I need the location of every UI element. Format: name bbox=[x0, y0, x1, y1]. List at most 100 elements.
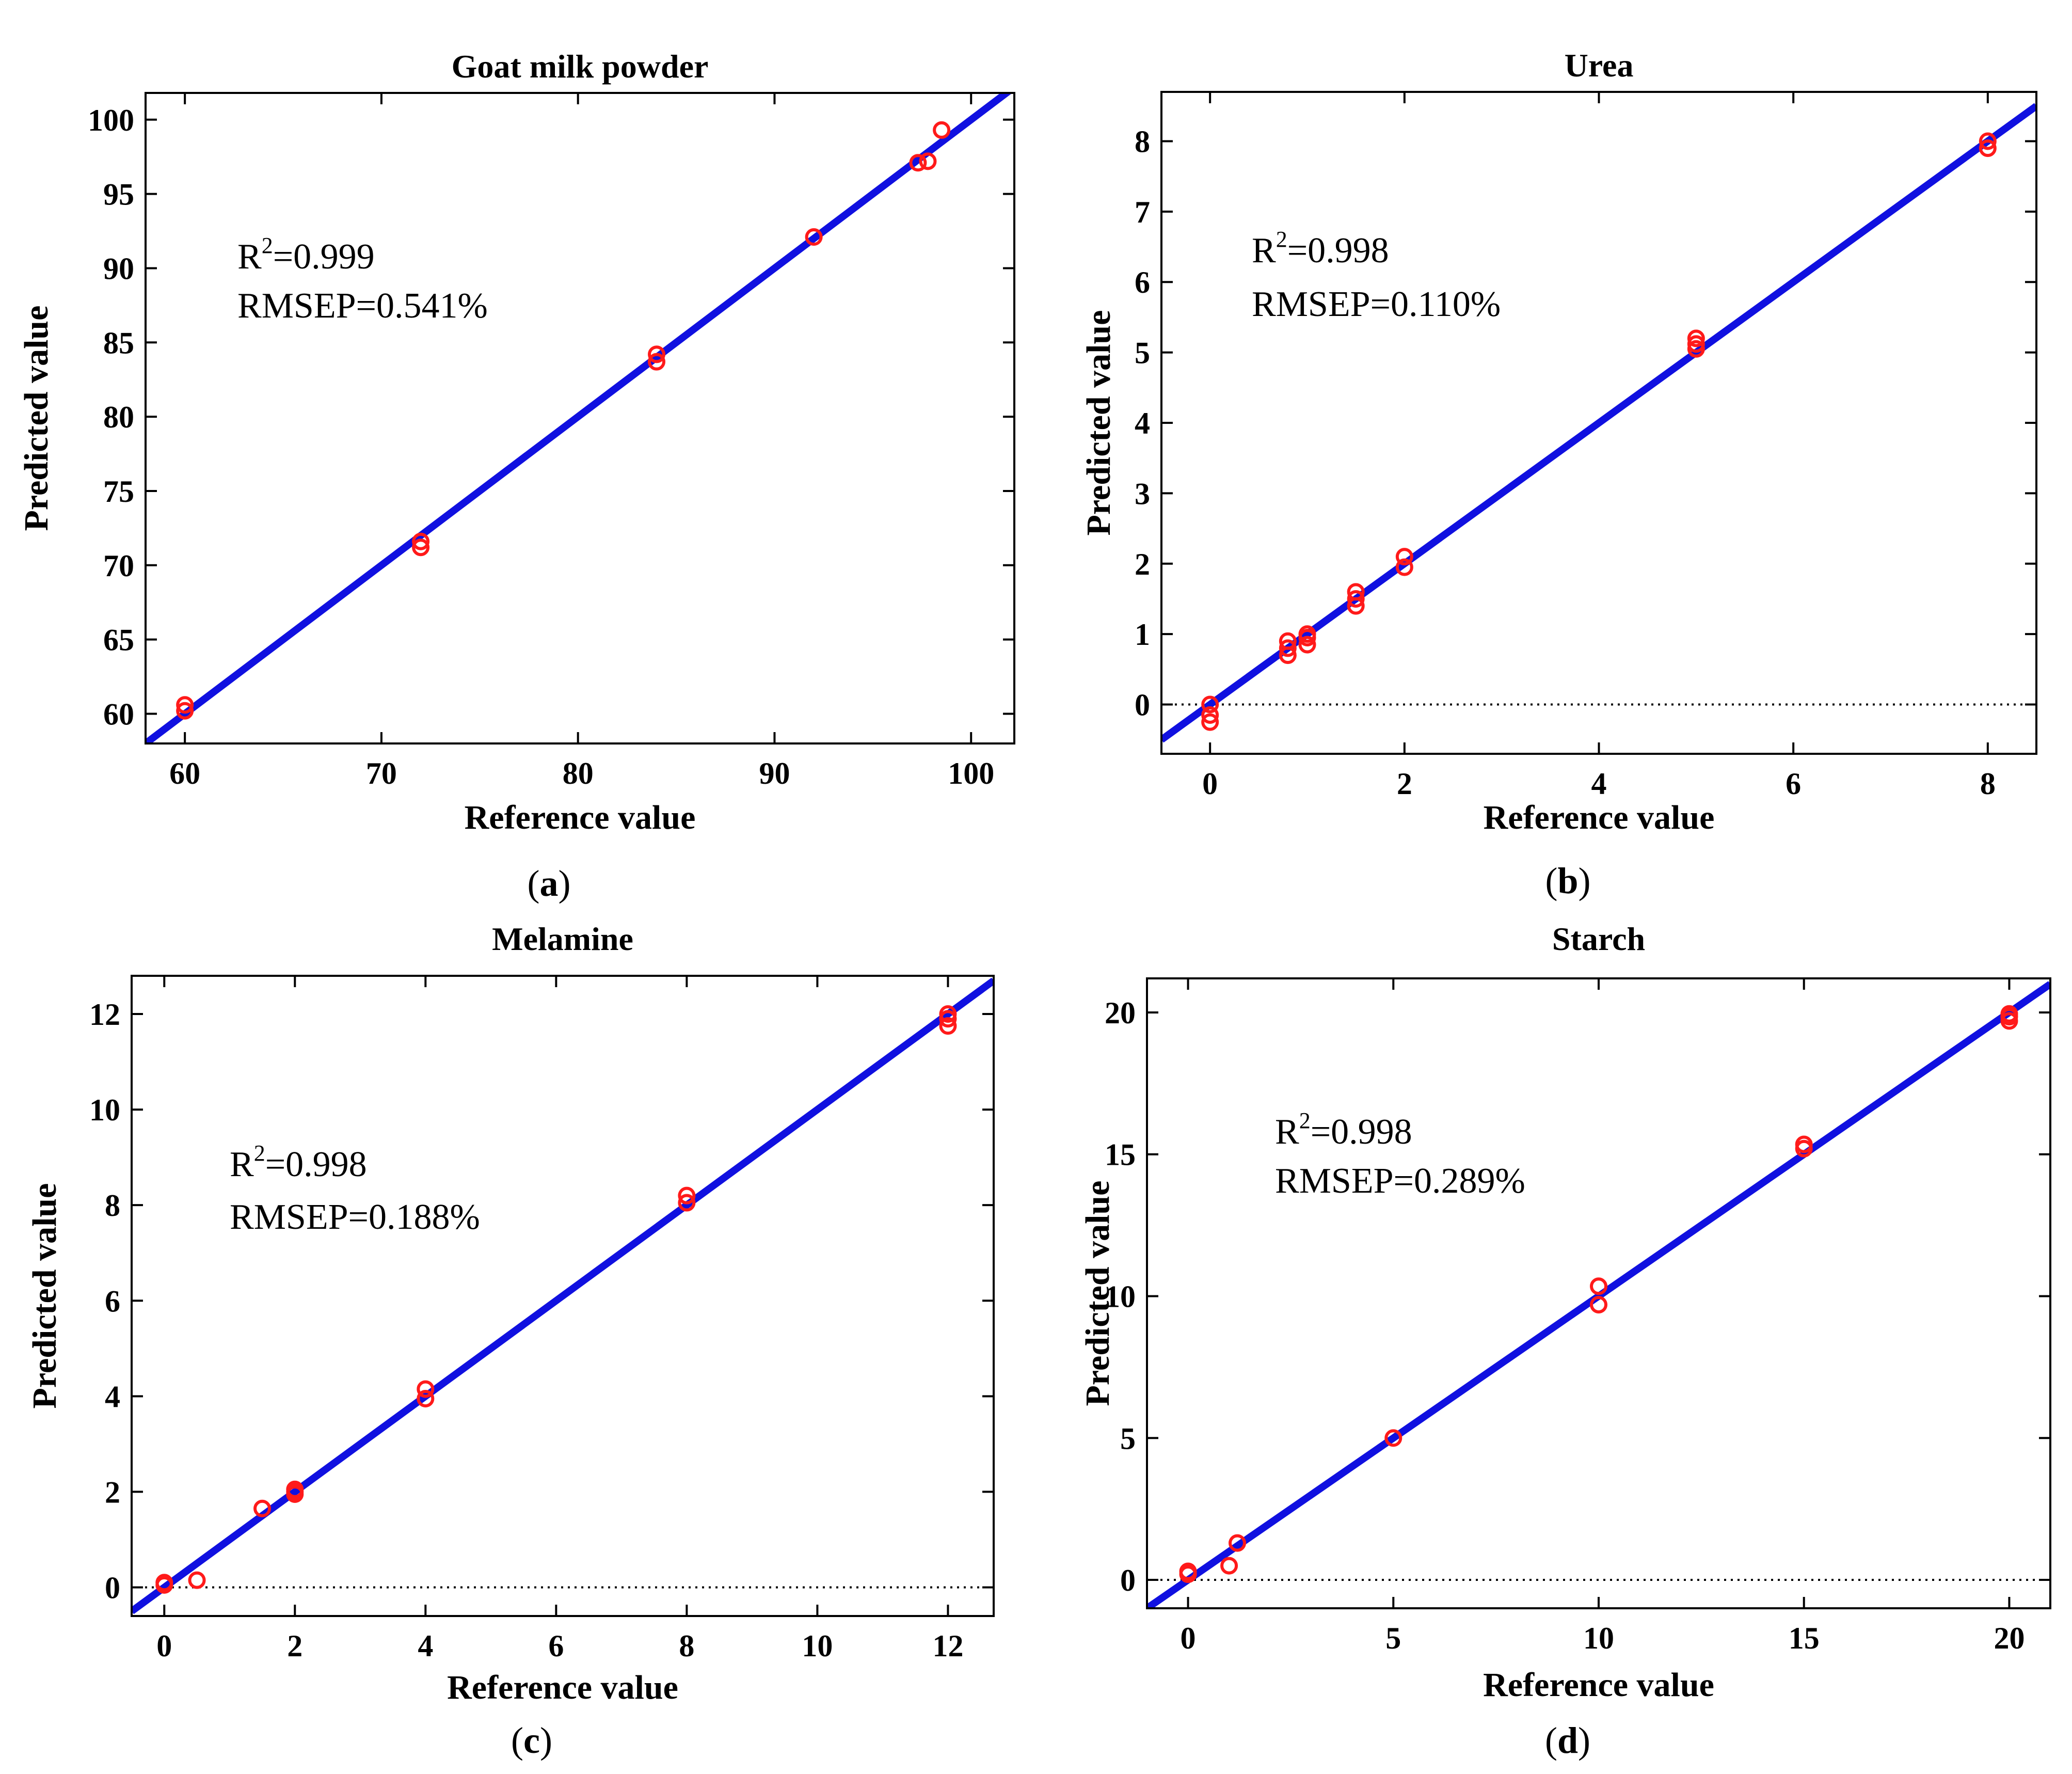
y-tick-label: 95 bbox=[103, 178, 134, 212]
x-tick-label: 15 bbox=[1789, 1621, 1820, 1655]
plot-area bbox=[1161, 103, 2036, 743]
fit-line bbox=[146, 93, 1013, 743]
data-point bbox=[1298, 625, 1316, 643]
y-tick-label: 6 bbox=[105, 1284, 120, 1318]
rmsep-annotation: RMSEP=0.289% bbox=[1275, 1161, 1525, 1201]
y-tick-label: 2 bbox=[105, 1475, 120, 1509]
r-squared-annotation: R2=0.998 bbox=[230, 1141, 367, 1184]
data-point bbox=[1179, 1562, 1197, 1580]
data-point bbox=[1201, 706, 1219, 724]
y-tick-label: 80 bbox=[103, 400, 134, 434]
data-point bbox=[1687, 329, 1705, 347]
panel-caption: (d) bbox=[1545, 1720, 1590, 1761]
data-point bbox=[939, 1017, 957, 1035]
data-point bbox=[1279, 632, 1297, 650]
y-tick-label: 90 bbox=[103, 251, 134, 286]
x-tick-label: 6 bbox=[1786, 767, 1801, 801]
x-axis-label: Reference value bbox=[447, 1669, 678, 1706]
data-point bbox=[1298, 636, 1316, 654]
x-tick-label: 5 bbox=[1385, 1621, 1401, 1655]
data-point bbox=[1395, 548, 1413, 566]
data-point bbox=[1795, 1135, 1813, 1153]
y-tick-label: 12 bbox=[89, 997, 120, 1032]
y-tick-label: 0 bbox=[105, 1571, 120, 1605]
chart-title: Melamine bbox=[492, 921, 633, 957]
data-point bbox=[176, 696, 194, 714]
data-point bbox=[1384, 1429, 1402, 1447]
x-tick-label: 2 bbox=[1397, 767, 1412, 801]
y-tick-label: 0 bbox=[1120, 1563, 1136, 1597]
x-tick-label: 12 bbox=[932, 1629, 963, 1663]
x-tick-label: 4 bbox=[1591, 767, 1607, 801]
y-tick-label: 85 bbox=[103, 326, 134, 360]
data-point bbox=[1220, 1557, 1238, 1575]
data-point bbox=[1687, 335, 1705, 353]
plot-area bbox=[1147, 981, 2050, 1608]
panel-b: Urea 0 2 4 6 8 0 1 2 3 4 5 6 7 8 Reference value Predict… bbox=[1080, 47, 2037, 901]
data-point bbox=[933, 121, 951, 139]
chart-title: Goat milk powder bbox=[452, 48, 709, 85]
x-tick-label: 4 bbox=[418, 1629, 433, 1663]
data-point bbox=[176, 702, 194, 720]
y-axis-label: Predicted value bbox=[18, 306, 55, 531]
x-tick-label: 0 bbox=[1181, 1621, 1196, 1655]
data-point bbox=[1395, 558, 1413, 576]
y-tick-label: 7 bbox=[1135, 195, 1150, 229]
y-axis-label: Predicted value bbox=[1080, 310, 1118, 536]
x-axis-label: Reference value bbox=[465, 799, 696, 836]
y-tick-label: 6 bbox=[1135, 265, 1150, 299]
panel-a: Goat milk powder 60 70 80 90 100 60 65 70 75 80 85 9… bbox=[18, 48, 1015, 904]
data-point bbox=[253, 1499, 272, 1517]
x-tick-label: 10 bbox=[1583, 1621, 1614, 1655]
y-tick-label: 70 bbox=[103, 549, 134, 583]
x-tick-label: 90 bbox=[759, 756, 790, 790]
y-tick-label: 10 bbox=[1105, 1279, 1136, 1313]
fit-line bbox=[132, 977, 994, 1614]
data-point bbox=[188, 1571, 206, 1589]
data-point bbox=[648, 353, 665, 371]
data-point bbox=[678, 1194, 696, 1212]
plot-area bbox=[146, 93, 1013, 743]
plot-area bbox=[132, 977, 994, 1614]
x-tick-label: 0 bbox=[1202, 767, 1218, 801]
y-tick-label: 2 bbox=[1135, 547, 1150, 581]
y-tick-label: 20 bbox=[1105, 996, 1136, 1030]
data-point bbox=[939, 1005, 957, 1023]
data-point bbox=[909, 154, 927, 172]
r-squared-annotation: R2=0.998 bbox=[1275, 1108, 1412, 1152]
data-point bbox=[1347, 583, 1365, 601]
axes-frame bbox=[145, 92, 1015, 745]
data-point bbox=[417, 1380, 435, 1398]
chart-title: Starch bbox=[1552, 921, 1645, 957]
data-point bbox=[417, 1389, 435, 1407]
chart-title: Urea bbox=[1565, 47, 1634, 84]
data-point bbox=[286, 1480, 304, 1498]
x-tick-label: 20 bbox=[1994, 1621, 2025, 1655]
x-tick-label: 6 bbox=[548, 1629, 564, 1663]
x-tick-label: 2 bbox=[287, 1629, 302, 1663]
y-tick-label: 10 bbox=[89, 1093, 120, 1127]
x-axis-label: Reference value bbox=[1484, 799, 1715, 836]
rmsep-annotation: RMSEP=0.541% bbox=[237, 286, 488, 326]
data-point bbox=[412, 538, 430, 557]
y-tick-label: 75 bbox=[103, 474, 134, 509]
data-point bbox=[1201, 695, 1219, 714]
data-point bbox=[1979, 132, 1997, 150]
fit-line bbox=[1161, 103, 2036, 743]
panel-caption: (b) bbox=[1545, 860, 1590, 901]
data-point bbox=[155, 1574, 173, 1592]
x-tick-label: 8 bbox=[679, 1629, 694, 1663]
data-point bbox=[1590, 1277, 1607, 1295]
y-tick-label: 0 bbox=[1135, 688, 1150, 722]
y-tick-label: 4 bbox=[105, 1380, 120, 1414]
y-tick-label: 8 bbox=[105, 1189, 120, 1223]
data-point bbox=[805, 228, 823, 246]
x-tick-label: 60 bbox=[169, 756, 200, 790]
x-tick-label: 70 bbox=[366, 756, 397, 790]
data-point bbox=[1201, 713, 1219, 731]
panel-c: Melamine 0 2 4 6 8 10 12 0 2 4 6 8 10 12 Reference valu… bbox=[26, 921, 995, 1761]
y-tick-label: 15 bbox=[1105, 1138, 1136, 1172]
data-point bbox=[1229, 1534, 1246, 1552]
y-axis-label: Predicted value bbox=[26, 1183, 63, 1409]
